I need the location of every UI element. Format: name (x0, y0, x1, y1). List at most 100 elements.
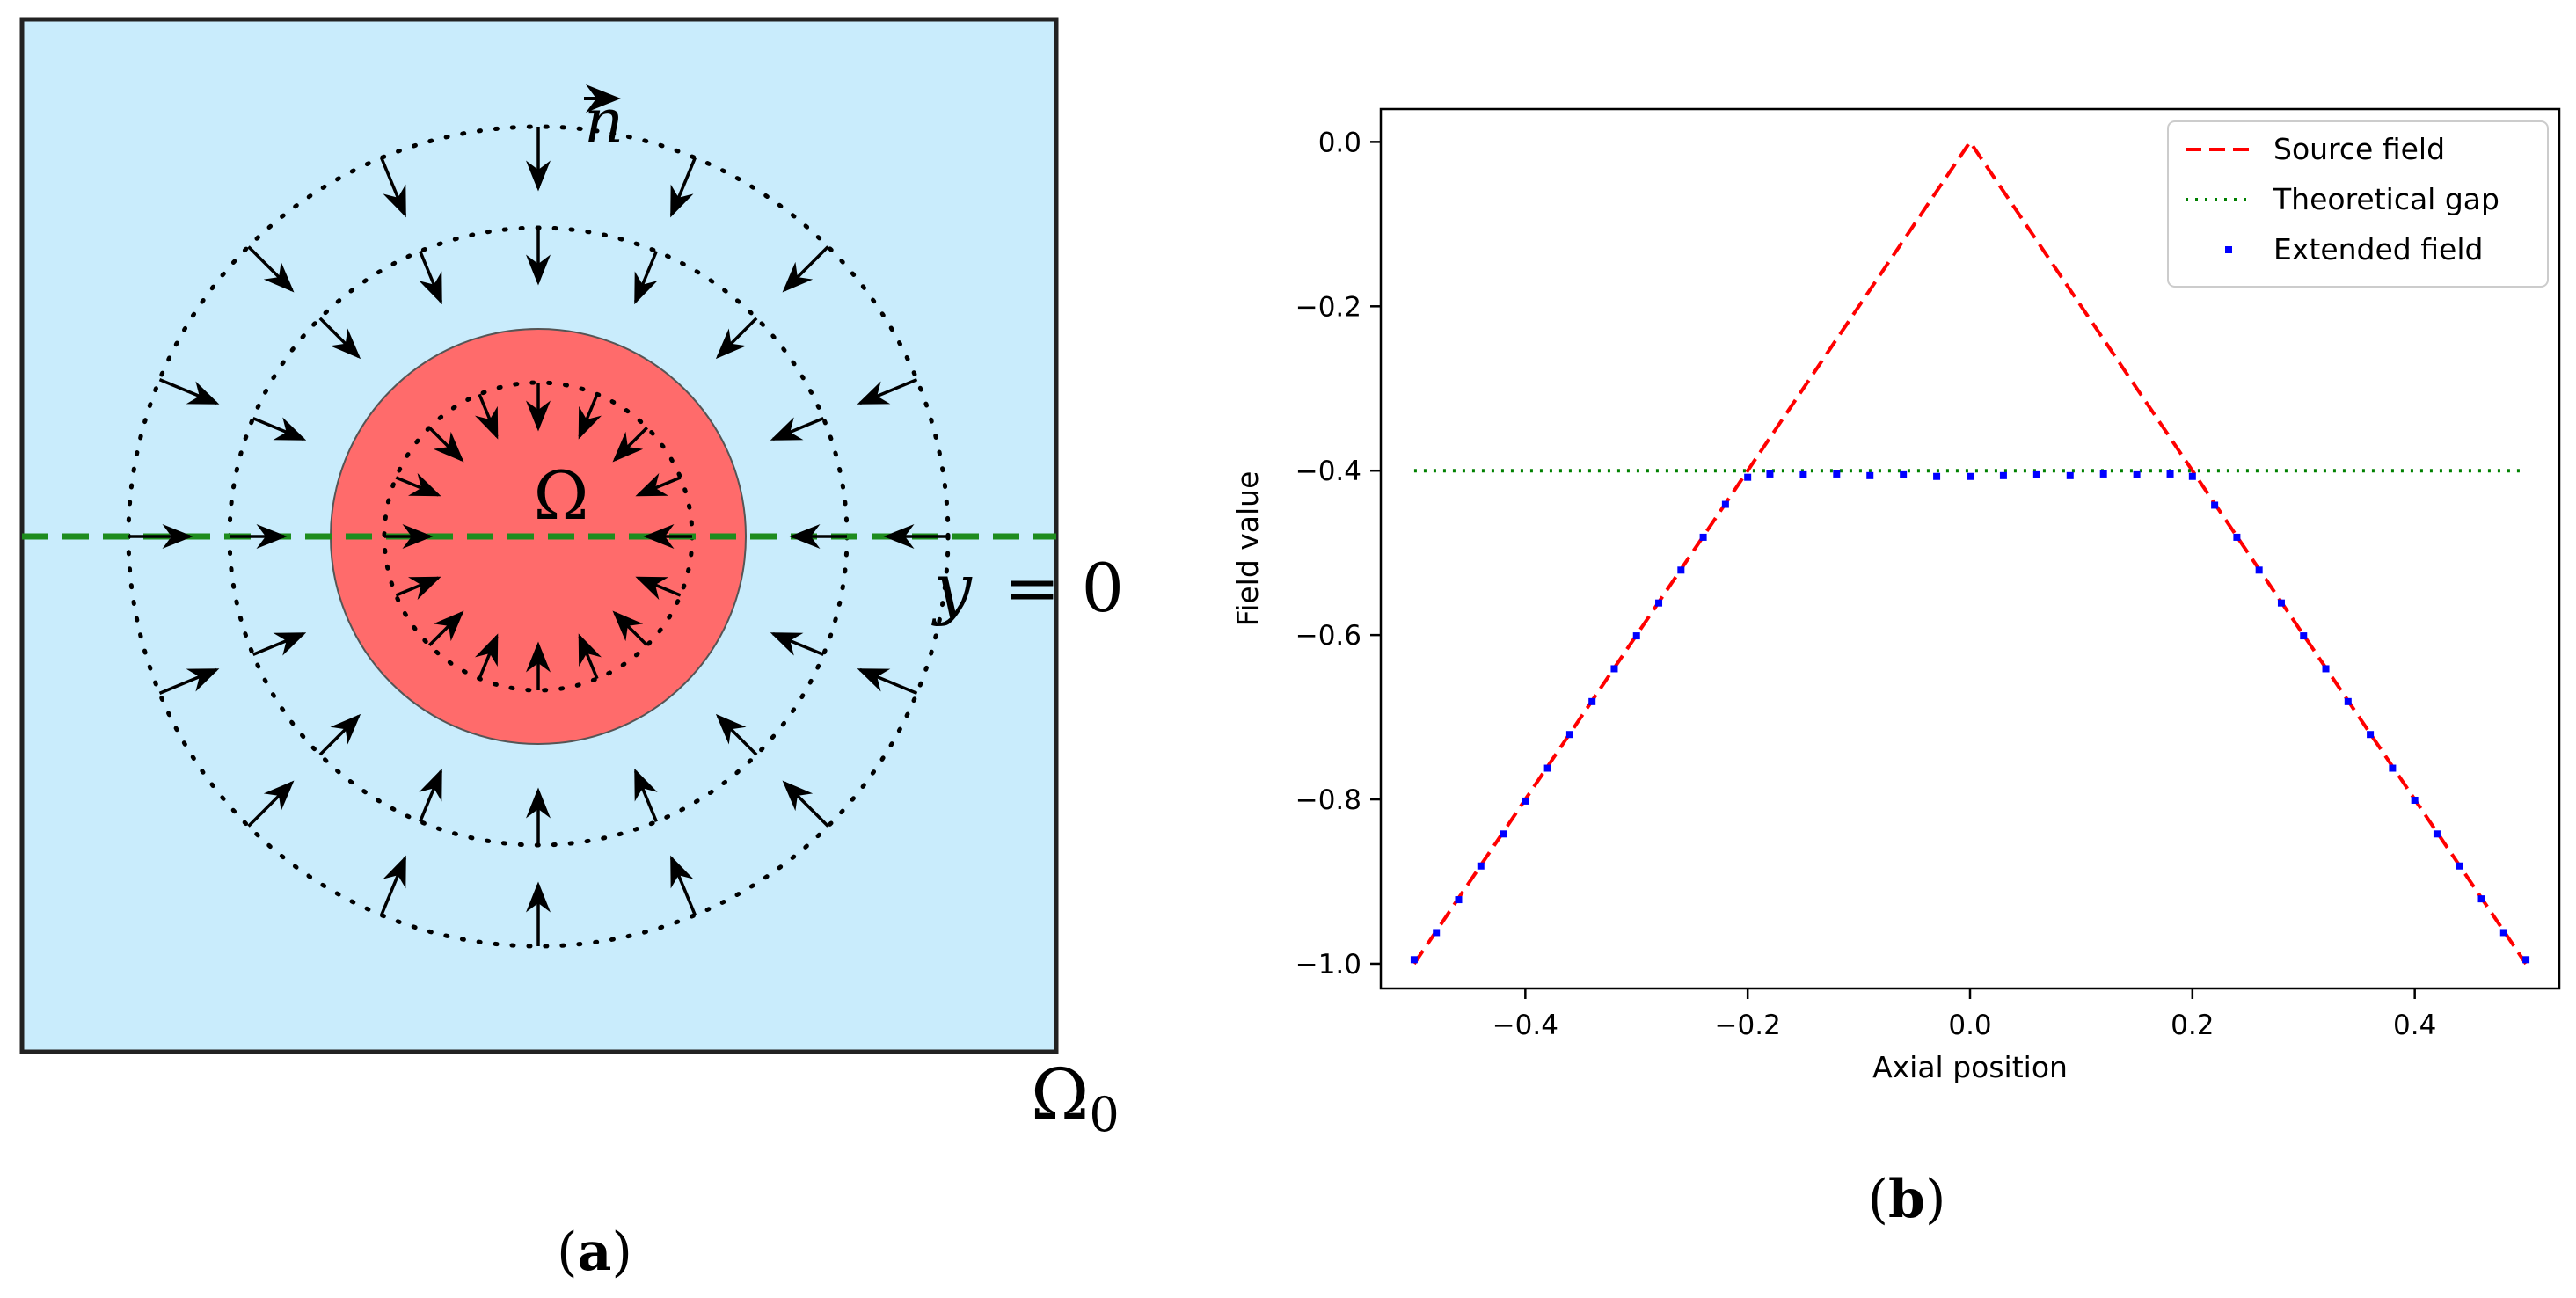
extended-field-point (1866, 471, 1874, 479)
normal-arrow (578, 393, 602, 440)
extended-field-point (1799, 470, 1807, 478)
svg-text:n: n (584, 85, 624, 157)
normal-arrow (247, 780, 295, 828)
normal-arrow (715, 317, 758, 360)
normal-arrow (635, 576, 682, 601)
x-tick-label: 0.4 (2393, 1010, 2436, 1041)
normal-arrow (669, 157, 697, 218)
normal-arrows (128, 127, 948, 946)
normal-arrow (669, 855, 697, 916)
normal-arrow (770, 631, 824, 656)
panel-b: −0.4 −0.2 0.0 0.2 0.4 0.0 −0.2 −0.4 −0.6 −0.8 −1.… (1230, 107, 2561, 1230)
y-tick-label: −0.8 (1295, 784, 1361, 816)
normal-arrow (578, 633, 602, 680)
normal-arrow (715, 713, 758, 756)
caption-a: (a) (557, 1221, 632, 1283)
extended-field-point (2133, 470, 2141, 478)
panel-a: Ω n y = 0 Ω0 (a) (19, 17, 1124, 1283)
y-axis-label: Field value (1230, 471, 1265, 627)
extended-field-point (2389, 764, 2397, 772)
extended-field-point (1933, 472, 1941, 480)
normal-arrow (633, 251, 658, 305)
x-tick-label: −0.2 (1715, 1010, 1781, 1041)
extended-field-point (1677, 566, 1685, 574)
legend-label: Source field (2273, 132, 2445, 166)
caption-b: (b) (1868, 1169, 1946, 1230)
extended-field-point (2166, 470, 2174, 478)
extended-field-point (1999, 471, 2007, 479)
normal-arrow (419, 251, 443, 305)
normal-arrow (247, 245, 295, 293)
extended-field-point (1833, 470, 1841, 478)
extended-field-point (1699, 533, 1707, 541)
extended-field-point (1477, 862, 1485, 870)
extended-field-point (2456, 862, 2463, 870)
extended-field-point (2367, 731, 2375, 739)
normal-arrow (318, 713, 361, 756)
line-chart: −0.4 −0.2 0.0 0.2 0.4 0.0 −0.2 −0.4 −0.6 −0.8 −1.… (1230, 107, 2561, 1084)
legend-item: Theoretical gap (2186, 182, 2499, 216)
legend-items: Source field Theoretical gap Extended fiel… (2186, 132, 2499, 266)
y-tick-label: −0.2 (1295, 291, 1361, 323)
normal-arrow (612, 427, 648, 463)
y-tick-label: −1.0 (1295, 949, 1361, 981)
extended-field-point (2099, 470, 2107, 478)
extended-field-point (1744, 473, 1752, 481)
outer-domain-label: Ω0 (1031, 1054, 1120, 1142)
legend-item: Extended field (2225, 232, 2483, 266)
y-tick-label: 0.0 (1318, 127, 1361, 158)
x-tick-label: −0.4 (1492, 1010, 1558, 1041)
normal-arrow (158, 378, 220, 405)
extended-field-point (2277, 599, 2285, 607)
normal-arrow (635, 472, 682, 497)
normal-arrow (474, 393, 499, 440)
y-axis-ticks: 0.0 −0.2 −0.4 −0.6 −0.8 −1.0 (1295, 127, 1381, 981)
extended-field-point (2411, 796, 2419, 804)
extended-field-point (1410, 956, 1418, 964)
normal-arrow (428, 427, 464, 463)
series-layer (1410, 138, 2530, 966)
extended-field-point (2322, 665, 2330, 673)
extended-field-point (1655, 599, 1663, 607)
normal-arrow (158, 667, 220, 695)
extended-field-point (1565, 731, 1573, 739)
legend: Source field Theoretical gap Extended fiel… (2167, 120, 2549, 288)
axis-equation-label: y = 0 (931, 549, 1124, 627)
extended-field-point (2255, 566, 2263, 574)
extended-field-point (1588, 697, 1596, 705)
y-tick-label: −0.4 (1295, 456, 1361, 487)
normal-arrow (857, 378, 918, 405)
normal-vector-label: n (584, 84, 624, 157)
x-axis-label: Axial position (1872, 1050, 2068, 1084)
extended-field-point (2211, 501, 2219, 509)
normal-arrow (428, 610, 464, 646)
legend-box (2167, 120, 2549, 288)
extended-field-point (2032, 470, 2040, 478)
normal-arrow (395, 576, 441, 601)
normal-arrow (395, 472, 441, 497)
extended-field-point (2499, 929, 2507, 937)
extended-field-point (1433, 929, 1441, 937)
normal-arrow (633, 768, 658, 822)
normal-arrow (318, 317, 361, 360)
normal-arrow (252, 631, 307, 656)
source-field-line (1412, 138, 2528, 966)
extended-field-point (1900, 470, 1908, 478)
extended-field-point (1632, 632, 1640, 640)
extended-field-point (2522, 956, 2530, 964)
legend-label: Theoretical gap (2273, 182, 2499, 216)
x-axis-ticks: −0.4 −0.2 0.0 0.2 0.4 (1492, 988, 2436, 1041)
normal-arrow (419, 768, 443, 822)
legend-swatch (2225, 246, 2232, 253)
extended-field-point (2233, 533, 2241, 541)
extended-field-point (1543, 764, 1551, 772)
x-tick-label: 0.0 (1948, 1010, 1991, 1041)
normal-arrow (782, 245, 829, 293)
extended-field-point (1500, 830, 1507, 838)
normal-arrow (770, 417, 824, 441)
legend-item: Source field (2186, 132, 2445, 166)
extended-field-point (1455, 896, 1463, 904)
extended-field-point (1610, 665, 1618, 673)
normal-arrow (857, 667, 918, 695)
